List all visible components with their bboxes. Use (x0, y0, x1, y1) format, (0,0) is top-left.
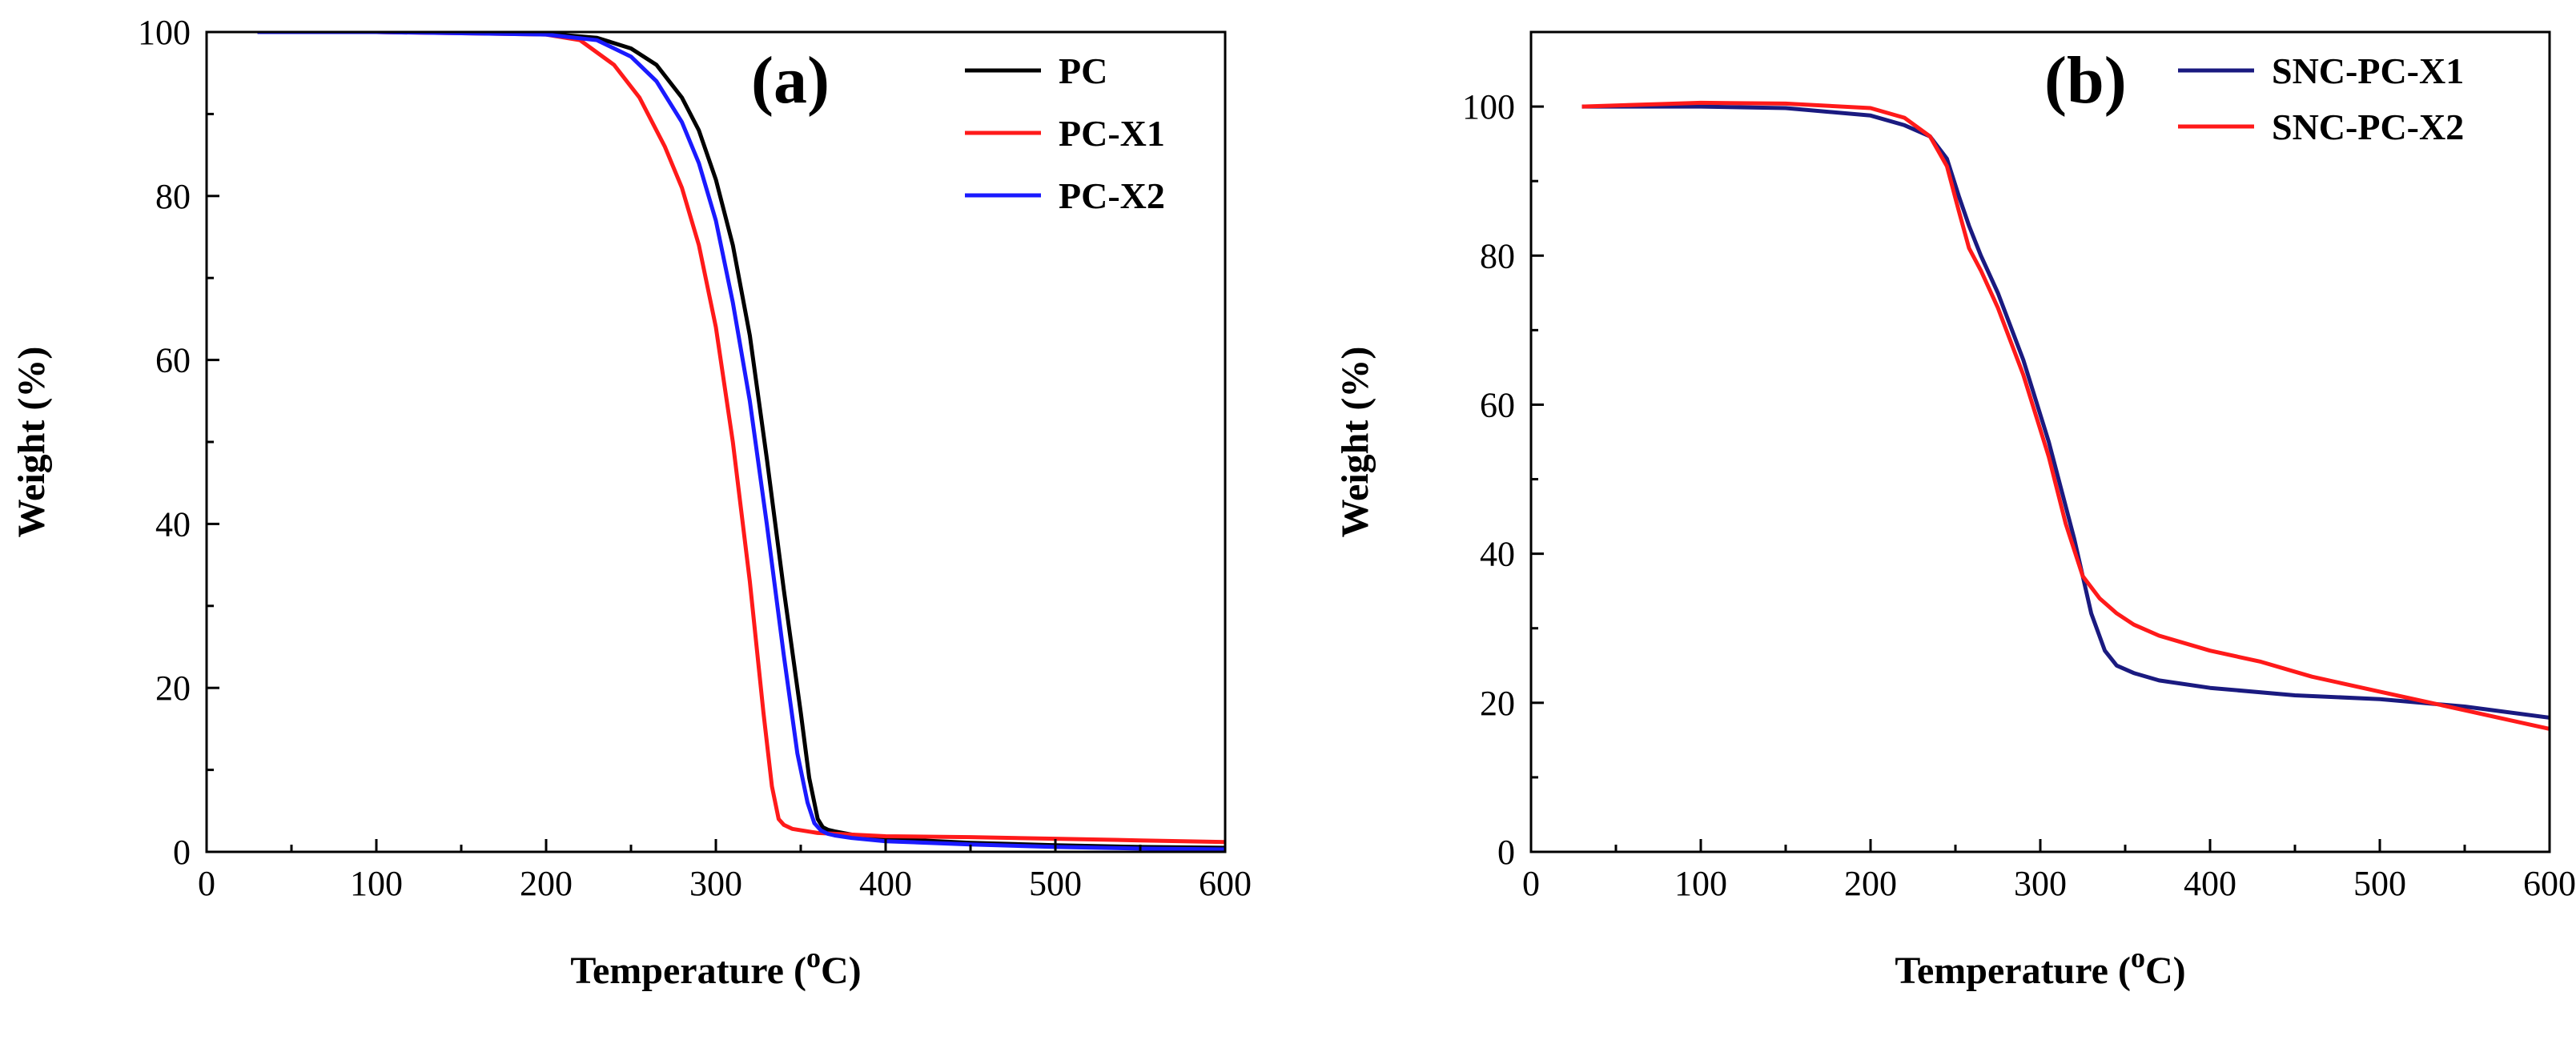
series-line-pc-x1 (257, 32, 1225, 845)
series-line-snc-pc-x1 (1581, 104, 2550, 720)
legend-label-snc-pc-x1: SNC-PC-X1 (2272, 50, 2464, 91)
x-tick-label: 500 (1029, 864, 1082, 903)
plot-frame (205, 30, 1227, 853)
y-tick-label: 0 (173, 833, 191, 872)
x-axis-title-superscript: o (2131, 942, 2145, 974)
legend-label-snc-pc-x2: SNC-PC-X2 (2272, 106, 2464, 147)
panel-a: 0 100 200 300 400 500 600 0 20 40 60 80 100 Temperatu… (10, 13, 1252, 992)
x-tick-label: 600 (1199, 864, 1252, 903)
series-group (257, 32, 1225, 852)
legend-label-pc-x1: PC-X1 (1059, 113, 1165, 154)
y-tick-label: 80 (155, 177, 191, 216)
x-axis-title: Temperature (oC) (570, 942, 861, 992)
panel-b: 0 100 200 300 400 500 600 0 20 40 60 80 100 Temperatu… (1334, 30, 2576, 992)
legend-label-pc: PC (1059, 50, 1107, 91)
series-line-pc-x2 (257, 32, 1225, 852)
x-tick-label: 200 (1844, 864, 1897, 903)
x-tick-label: 300 (689, 864, 742, 903)
y-tick-label: 60 (1480, 385, 1515, 424)
panel-label: (a) (751, 43, 830, 118)
x-axis-title-main: Temperature ( (570, 950, 806, 992)
x-axis-title-main: Temperature ( (1895, 950, 2131, 992)
x-tick-label: 200 (520, 864, 573, 903)
series-line-pc (257, 32, 1225, 850)
x-tick-label: 400 (2184, 864, 2236, 903)
y-tick-label: 40 (1480, 535, 1515, 574)
y-axis-title: Weight (%) (10, 347, 53, 538)
y-tick-label: 20 (1480, 684, 1515, 723)
y-tick-label: 60 (155, 341, 191, 380)
x-tick-label: 300 (2014, 864, 2067, 903)
panel-label: (b) (2044, 43, 2127, 118)
legend-label-pc-x2: PC-X2 (1059, 175, 1165, 216)
y-tick-label: 0 (1497, 833, 1515, 872)
series-line-snc-pc-x2 (1581, 100, 2550, 731)
x-tick-label: 600 (2523, 864, 2576, 903)
x-axis-title-end: C) (821, 950, 862, 992)
y-tick-label: 80 (1480, 236, 1515, 275)
x-tick-label: 0 (1522, 864, 1540, 903)
y-tick-label: 100 (1462, 87, 1515, 126)
x-tick-label: 0 (198, 864, 215, 903)
y-tick-label: 100 (138, 13, 191, 52)
x-tick-label: 500 (2353, 864, 2406, 903)
y-tick-label: 40 (155, 504, 191, 544)
x-axis-title-end: C) (2145, 950, 2186, 992)
x-axis-title-superscript: o (806, 942, 821, 974)
x-axis-title: Temperature (oC) (1895, 942, 2185, 992)
x-tick-label: 100 (1674, 864, 1727, 903)
legend: SNC-PC-X1 SNC-PC-X2 (2178, 50, 2464, 147)
x-tick-label: 400 (859, 864, 912, 903)
x-tick-label: 100 (350, 864, 403, 903)
plot-frame (1529, 30, 2551, 853)
legend: PC PC-X1 PC-X2 (965, 50, 1165, 216)
y-axis-title: Weight (%) (1334, 347, 1376, 538)
series-group (1581, 100, 2550, 731)
y-tick-label: 20 (155, 669, 191, 708)
